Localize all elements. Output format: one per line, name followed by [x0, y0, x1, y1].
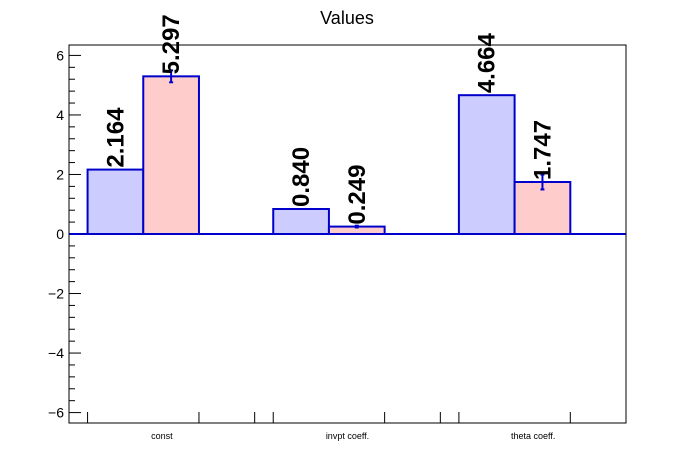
y-tick-label: −6: [48, 405, 64, 421]
y-tick-label: 6: [56, 47, 64, 63]
bar: [457, 94, 516, 235]
y-tick-label: 4: [56, 107, 64, 123]
bar: [86, 168, 145, 236]
data-label: 0.249: [344, 165, 371, 225]
plot-frame: [68, 44, 627, 424]
chart-title: Values: [320, 8, 374, 28]
y-tick-label: −4: [48, 345, 64, 361]
category-label: theta coeff.: [511, 431, 555, 441]
category-label: invpt coeff.: [326, 431, 369, 441]
data-label: 5.297: [158, 14, 185, 74]
data-label: 0.840: [288, 147, 315, 207]
data-label: 1.747: [529, 120, 556, 180]
data-label: 2.164: [102, 107, 129, 168]
bar: [142, 75, 200, 235]
y-tick-label: 0: [56, 226, 64, 242]
data-label: 4.664: [474, 32, 501, 93]
plot-area: −6 −4 −2 0 2 4 6 2.164 0.840 4.664 5.297 0.249 1.747…: [48, 14, 627, 441]
category-label: const: [151, 431, 173, 441]
y-tick-label: 2: [56, 166, 64, 182]
y-tick-label: −2: [48, 286, 64, 302]
bar: [272, 207, 330, 236]
